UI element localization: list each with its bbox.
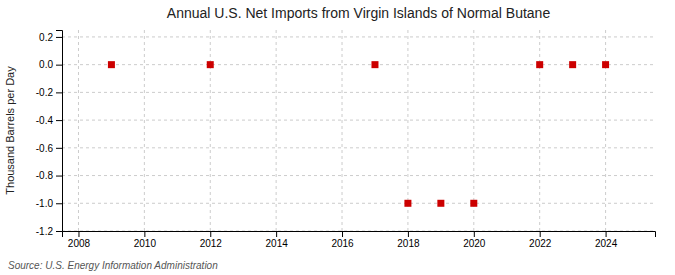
tick: -1.2 <box>36 226 62 237</box>
source-note: Source: U.S. Energy Information Administ… <box>8 260 218 271</box>
point <box>602 61 609 68</box>
tick-label: 2020 <box>463 238 486 249</box>
tick: -0.6 <box>36 143 62 154</box>
point <box>371 61 378 68</box>
tick: 2020 <box>463 231 486 249</box>
tick-mark <box>606 231 607 237</box>
tick-label: 2012 <box>200 238 223 249</box>
tick-mark <box>342 231 343 237</box>
grid-line <box>62 92 655 93</box>
tick: -0.2 <box>36 87 62 98</box>
tick-label: 2018 <box>397 238 420 249</box>
point <box>569 61 576 68</box>
y-axis: 0.2 0.0 -0.2 -0.4 -0.6 -0.8 -1.0 -1.2 <box>36 31 63 237</box>
tick: 2012 <box>200 231 223 249</box>
tick: 2014 <box>266 231 289 249</box>
tick: 2010 <box>134 231 157 249</box>
tick-label: -0.8 <box>36 170 54 181</box>
point <box>437 200 444 207</box>
x-axis: 2008 2010 2012 2014 2016 2018 2020 2022 2024 <box>63 231 656 249</box>
tick-label: -0.4 <box>36 115 54 126</box>
tick: 0.2 <box>39 32 62 43</box>
tick-label: -1.0 <box>36 198 54 209</box>
grid-line <box>62 36 655 37</box>
title: Annual U.S. Net Imports from Virgin Isla… <box>167 5 551 21</box>
tick-mark <box>474 231 475 237</box>
tick: -1.0 <box>36 198 62 209</box>
tick-mark <box>210 231 211 237</box>
tick-mark <box>56 37 62 38</box>
tick-label: -0.2 <box>36 87 54 98</box>
tick: 2008 <box>68 231 91 249</box>
point <box>536 61 543 68</box>
grid-line <box>144 30 145 231</box>
tick-mark <box>56 148 62 149</box>
tick-mark <box>144 231 145 237</box>
tick-mark <box>56 120 62 121</box>
grid-line <box>78 30 79 231</box>
grid-line <box>62 203 655 204</box>
point <box>108 61 115 68</box>
chart: 2008201020122014201620182020202220240.20… <box>0 0 675 275</box>
grid-line <box>210 30 211 231</box>
points <box>108 61 609 207</box>
point <box>207 61 214 68</box>
tick-label: 2016 <box>331 238 354 249</box>
grid-line <box>539 30 540 231</box>
tick-label: 0.2 <box>39 32 53 43</box>
tick-label: 0.0 <box>39 59 53 70</box>
y-axis-title: Thousand Barrels per Day <box>4 66 16 195</box>
plot: 2008201020122014201620182020202220240.20… <box>36 30 656 249</box>
tick-mark <box>78 231 79 237</box>
tick-label: 2008 <box>68 238 91 249</box>
tick-mark <box>56 203 62 204</box>
grid-line <box>342 30 343 231</box>
grid-line <box>276 30 277 231</box>
tick-label: 2010 <box>134 238 157 249</box>
grid <box>62 30 655 231</box>
point <box>470 200 477 207</box>
tick: 2018 <box>397 231 420 249</box>
axis-line <box>63 232 656 238</box>
tick: -0.4 <box>36 115 62 126</box>
tick-mark <box>56 176 62 177</box>
tick: 2022 <box>529 231 552 249</box>
tick: 2024 <box>595 231 618 249</box>
tick: 2016 <box>331 231 354 249</box>
tick-label: -0.6 <box>36 143 54 154</box>
tick-mark <box>540 231 541 237</box>
point <box>404 200 411 207</box>
tick: -0.8 <box>36 170 62 181</box>
tick-mark <box>276 231 277 237</box>
grid-line <box>62 120 655 121</box>
tick-label: 2022 <box>529 238 552 249</box>
grid-line <box>605 30 606 231</box>
axis-line <box>56 31 63 232</box>
tick-mark <box>408 231 409 237</box>
tick-label: -1.2 <box>36 226 54 237</box>
tick-mark <box>56 231 62 232</box>
tick-label: 2014 <box>266 238 289 249</box>
grid-line <box>62 175 655 176</box>
tick-mark <box>56 92 62 93</box>
tick-mark <box>56 65 62 66</box>
tick: 0.0 <box>39 59 62 70</box>
tick-label: 2024 <box>595 238 618 249</box>
grid-line <box>62 147 655 148</box>
grid-line <box>62 64 655 65</box>
